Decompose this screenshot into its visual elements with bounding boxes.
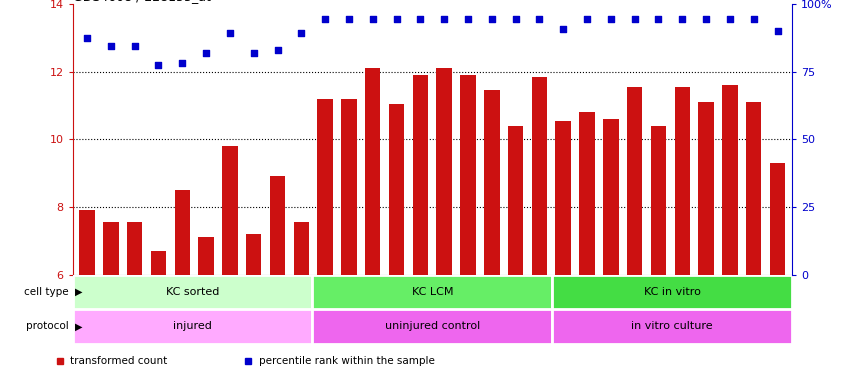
Point xyxy=(556,26,570,32)
Bar xyxy=(675,87,690,275)
Point xyxy=(508,16,522,22)
Point xyxy=(199,50,213,56)
Bar xyxy=(651,126,666,275)
Point xyxy=(437,16,451,22)
Text: KC sorted: KC sorted xyxy=(166,287,219,297)
Bar xyxy=(318,99,333,275)
Point xyxy=(175,60,189,66)
Point xyxy=(580,16,594,22)
Point xyxy=(318,16,332,22)
Bar xyxy=(199,237,214,275)
Bar xyxy=(246,234,261,275)
Bar xyxy=(698,102,714,275)
Point xyxy=(342,16,356,22)
Text: GDS4608 / 228155_at: GDS4608 / 228155_at xyxy=(73,0,211,3)
Text: KC in vitro: KC in vitro xyxy=(644,287,700,297)
Bar xyxy=(413,75,428,275)
Point xyxy=(389,16,403,22)
Bar xyxy=(80,210,95,275)
Bar xyxy=(770,163,785,275)
Text: injured: injured xyxy=(173,321,212,331)
Bar xyxy=(175,190,190,275)
Text: protocol: protocol xyxy=(26,321,68,331)
Bar xyxy=(552,309,792,344)
Point xyxy=(604,16,618,22)
Point xyxy=(485,16,499,22)
Text: cell type: cell type xyxy=(24,287,68,297)
Bar xyxy=(580,112,595,275)
Bar xyxy=(461,75,476,275)
Bar xyxy=(365,68,381,275)
Bar xyxy=(294,222,309,275)
Point xyxy=(152,62,165,68)
Bar xyxy=(603,119,619,275)
Point xyxy=(675,16,689,22)
Point xyxy=(104,43,118,49)
Bar xyxy=(223,146,238,275)
Bar xyxy=(312,275,552,309)
Point xyxy=(461,16,475,22)
Bar xyxy=(437,68,452,275)
Bar xyxy=(552,275,792,309)
Point xyxy=(80,35,94,41)
Text: percentile rank within the sample: percentile rank within the sample xyxy=(259,356,434,366)
Bar xyxy=(508,126,523,275)
Point xyxy=(746,16,760,22)
Bar xyxy=(103,222,119,275)
Text: KC LCM: KC LCM xyxy=(412,287,453,297)
Bar xyxy=(127,222,142,275)
Point xyxy=(532,16,546,22)
Point xyxy=(247,50,260,56)
Point xyxy=(128,43,141,49)
Point xyxy=(413,16,427,22)
Point xyxy=(723,16,737,22)
Text: transformed count: transformed count xyxy=(70,356,168,366)
Text: ▶: ▶ xyxy=(74,287,82,297)
Bar xyxy=(484,90,500,275)
Point xyxy=(223,30,237,36)
Bar xyxy=(151,251,166,275)
Point xyxy=(651,16,665,22)
Bar xyxy=(312,309,552,344)
Point xyxy=(270,46,284,53)
Point xyxy=(366,16,379,22)
Point xyxy=(699,16,713,22)
Text: ▶: ▶ xyxy=(74,321,82,331)
Text: uninjured control: uninjured control xyxy=(384,321,480,331)
Bar xyxy=(270,176,285,275)
Bar xyxy=(532,76,547,275)
Bar xyxy=(73,309,312,344)
Bar xyxy=(627,87,642,275)
Bar xyxy=(746,102,762,275)
Bar xyxy=(73,275,312,309)
Point xyxy=(294,30,308,36)
Bar xyxy=(556,121,571,275)
Bar xyxy=(722,85,738,275)
Bar xyxy=(389,104,404,275)
Bar xyxy=(342,99,357,275)
Point xyxy=(627,16,641,22)
Point xyxy=(770,28,784,34)
Text: in vitro culture: in vitro culture xyxy=(631,321,713,331)
